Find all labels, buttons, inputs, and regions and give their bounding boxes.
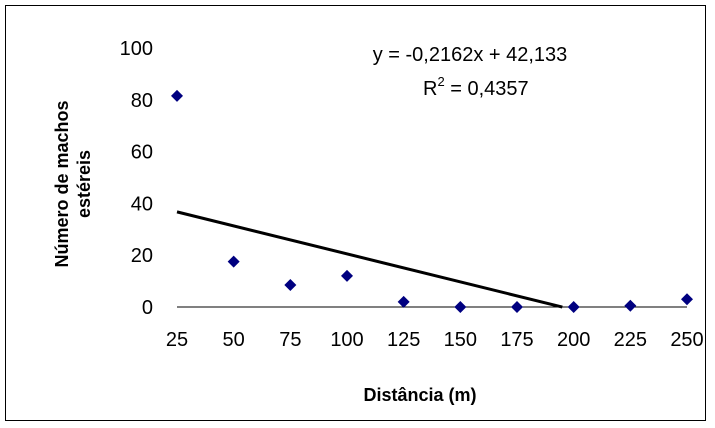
- data-point: [624, 299, 637, 312]
- x-tick-label: 50: [223, 329, 245, 351]
- y-tick-label: 100: [120, 38, 153, 60]
- data-point: [171, 89, 183, 102]
- y-tick-label: 0: [142, 297, 153, 319]
- x-tick-label: 175: [500, 329, 533, 351]
- chart-frame: 0 20 40 60 80 100 25 50 75 100 125 150 175 200 225 250…: [5, 5, 706, 421]
- x-tick-label: 125: [387, 329, 420, 351]
- x-axis-ticks: 25 50 75 100 125 150 175 200 225 250: [166, 329, 704, 351]
- y-axis-title-line2: estéreis: [74, 150, 94, 218]
- x-tick-label: 75: [279, 329, 301, 351]
- r-squared-label: R2 = 0,4357: [423, 74, 529, 100]
- y-tick-label: 40: [131, 193, 153, 215]
- x-axis-title: Distância (m): [363, 385, 476, 405]
- x-tick-label: 250: [670, 329, 703, 351]
- y-tick-label: 20: [131, 245, 153, 267]
- x-tick-label: 100: [330, 329, 363, 351]
- y-axis-ticks: 0 20 40 60 80 100: [120, 38, 153, 319]
- data-point: [567, 301, 580, 313]
- r-squared-value: = 0,4357: [445, 78, 529, 100]
- x-tick-label: 25: [166, 329, 188, 351]
- data-point: [454, 301, 467, 313]
- data-point: [511, 301, 523, 313]
- x-tick-label: 150: [444, 329, 477, 351]
- data-point: [341, 269, 353, 282]
- data-point: [227, 255, 240, 268]
- data-point: [284, 278, 297, 291]
- scatter-chart: 0 20 40 60 80 100 25 50 75 100 125 150 175 200 225 250…: [52, 38, 704, 405]
- y-axis-title-line1: Número de machos: [52, 100, 72, 267]
- data-point: [397, 295, 410, 308]
- r-squared-exponent: 2: [437, 74, 444, 89]
- trendline: [176, 210, 563, 309]
- y-axis-title: Número de machos estéreis: [52, 100, 94, 267]
- x-tick-label: 200: [557, 329, 590, 351]
- data-point: [681, 293, 693, 306]
- y-tick-label: 60: [131, 142, 153, 164]
- trendline-equation: y = -0,2162x + 42,133: [373, 44, 568, 66]
- r-squared-prefix: R: [423, 78, 437, 100]
- data-points: [171, 89, 693, 313]
- x-tick-label: 225: [614, 329, 647, 351]
- y-tick-label: 80: [131, 90, 153, 112]
